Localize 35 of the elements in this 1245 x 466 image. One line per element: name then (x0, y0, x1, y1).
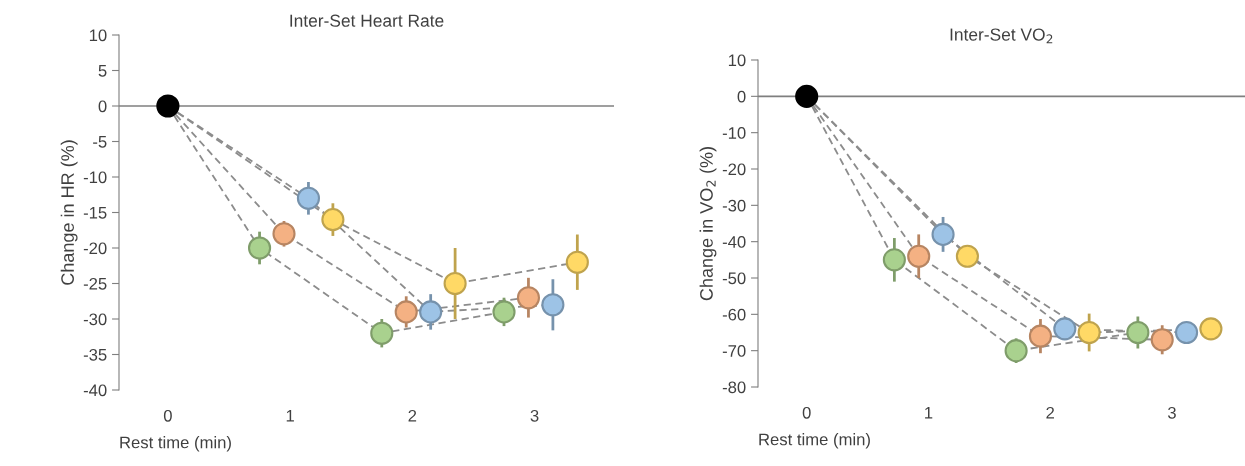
x-axis-title: Rest time (min) (759, 433, 870, 449)
x-tick-label: 2 (408, 409, 417, 422)
y-axis-title: Change in VO$_{2}$ (%) (699, 147, 717, 301)
x-tick-label: 0 (802, 406, 811, 419)
x-axis-title: Rest time (min) (120, 436, 231, 452)
y-tick-label: -20 (722, 163, 746, 176)
y-tick-label: -10 (83, 171, 107, 184)
x-tick-label: 3 (1167, 406, 1176, 419)
y-tick-label: -80 (722, 381, 746, 394)
y-tick-label: -30 (83, 313, 107, 326)
chart-title: Inter-Set VO$_{2}$ (950, 28, 1053, 44)
x-tick-label: 3 (530, 409, 539, 422)
y-tick-label: -25 (83, 277, 107, 290)
y-tick-label: -10 (722, 127, 746, 139)
x-tick-label: 1 (286, 410, 294, 422)
x-tick-label: 1 (925, 407, 933, 419)
x-tick-label: 0 (163, 409, 172, 422)
y-tick-label: -35 (83, 348, 107, 361)
chart-title: Inter-Set Heart Rate (290, 14, 444, 27)
y-tick-label: 0 (737, 90, 746, 103)
y-axis-title: Change in HR (%) (60, 140, 78, 285)
y-tick-label: -60 (722, 308, 746, 321)
y-tick-label: -40 (722, 236, 746, 248)
y-tick-label: -30 (722, 199, 746, 212)
y-tick-label: 10 (728, 54, 746, 67)
y-tick-label: 0 (98, 100, 107, 113)
y-tick-label: 10 (89, 29, 107, 42)
y-tick-label: -50 (722, 272, 746, 285)
y-tick-label: -70 (722, 345, 746, 357)
y-tick-label: -5 (93, 136, 107, 148)
y-tick-label: -40 (83, 384, 107, 397)
y-tick-label: 5 (98, 65, 107, 77)
x-tick-label: 2 (1046, 406, 1054, 419)
y-tick-label: -20 (83, 242, 107, 255)
y-tick-label: -15 (83, 207, 107, 219)
